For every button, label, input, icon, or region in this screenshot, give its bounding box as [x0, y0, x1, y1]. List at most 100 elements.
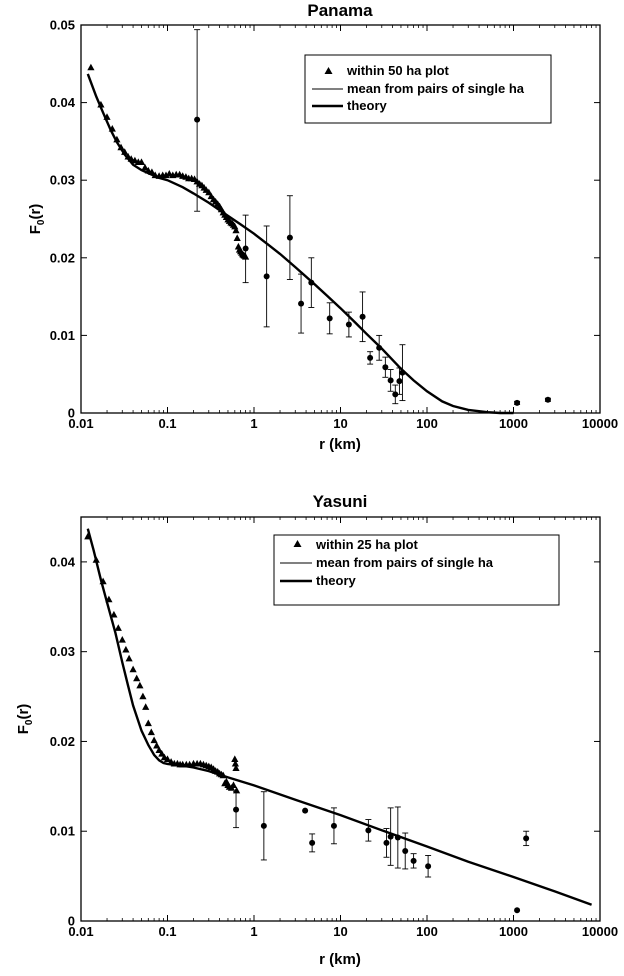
- yasuni-x-tick-label: 1000: [499, 924, 528, 939]
- panama-within-plot-point: [108, 125, 116, 132]
- panama-pairs-mean-point: [298, 300, 305, 307]
- panama-y-tick-label: 0.05: [50, 18, 75, 33]
- yasuni-within-plot-point: [144, 719, 152, 727]
- yasuni-within-plot-point: [114, 624, 122, 631]
- yasuni-legend-within: within 25 ha plot: [315, 537, 419, 552]
- yasuni-y-tick-label: 0.03: [50, 644, 75, 659]
- yasuni-marks: [84, 528, 593, 914]
- yasuni-legend-box: [273, 534, 560, 606]
- panama-pairs-mean-point: [387, 377, 394, 384]
- yasuni-x-tick-label: 1: [250, 924, 257, 939]
- yasuni-within-plot-point: [125, 654, 133, 662]
- yasuni-within-plot-point: [155, 746, 163, 753]
- yasuni-y-tick-label: 0.04: [50, 554, 76, 569]
- panama-within-plot-point: [233, 234, 241, 241]
- yasuni-title: Yasuni: [313, 492, 368, 511]
- panama-legend-box: [304, 54, 552, 124]
- yasuni-within-plot-point: [232, 764, 240, 771]
- panama-pairs-mean-point: [376, 344, 383, 351]
- panama-legend-theory: theory: [347, 98, 388, 113]
- panama-legend-triangle-marker: [324, 67, 333, 74]
- panama-y-tick-label: 0.02: [50, 250, 75, 265]
- yasuni-within-plot-point: [105, 595, 113, 603]
- yasuni-legend-triangle-marker: [293, 540, 302, 547]
- panama-legend-pairs: mean from pairs of single ha: [347, 81, 525, 96]
- yasuni-pairs-mean-point: [523, 835, 530, 842]
- panama-legend: within 50 ha plot mean from pairs of sin…: [304, 54, 552, 124]
- panama-pairs-mean-point: [514, 399, 521, 406]
- panama-y-tick-label: 0.01: [50, 328, 75, 343]
- panama-within-plot-point: [103, 113, 111, 120]
- yasuni-x-tick-label: 10000: [582, 924, 618, 939]
- yasuni-pairs-mean-point: [387, 833, 394, 840]
- panama-ticks: 0.01 0.1 1 10 100 1000 1000000.010.020.030.040…: [50, 18, 618, 432]
- yasuni-within-plot-point: [99, 577, 107, 585]
- yasuni-within-plot-point: [231, 759, 239, 767]
- panama-pairs-mean-point: [242, 245, 249, 252]
- yasuni-x-axis-label: r (km): [319, 951, 361, 968]
- panama-pairs-mean-point: [286, 234, 293, 241]
- panama-x-tick-label: 100: [416, 416, 438, 431]
- yasuni-y-axis-label: F0(r): [15, 704, 35, 735]
- yasuni-within-plot-point: [158, 750, 166, 757]
- panama-x-tick-label: 0.1: [158, 416, 176, 431]
- yasuni-chart: Yasuni 0.01 0.1 1 10 100 1000 1000000.010.020.…: [15, 492, 618, 968]
- yasuni-within-plot-point: [139, 692, 147, 700]
- panama-y-tick-label: 0.03: [50, 173, 75, 188]
- yasuni-within-plot-point: [84, 532, 92, 540]
- yasuni-pairs-mean-point: [309, 839, 316, 846]
- panama-within-plot-point: [205, 188, 213, 196]
- panama-within-plot-point: [141, 163, 149, 171]
- panama-x-tick-label: 0.01: [68, 416, 93, 431]
- panama-pairs-mean-point: [359, 313, 366, 320]
- panama-pairs-mean-point: [396, 378, 403, 385]
- panama-title: Panama: [307, 1, 373, 20]
- panama-within-plot-point: [117, 143, 125, 151]
- panama-x-axis-label: r (km): [319, 436, 361, 453]
- yasuni-within-plot-point: [142, 703, 150, 710]
- panama-theory-line: [86, 73, 514, 415]
- yasuni-within-plot-point: [147, 728, 155, 736]
- panama-within-plot-point: [148, 168, 156, 175]
- panama-marks: [86, 29, 551, 415]
- yasuni-y-tick-label: 0: [68, 914, 75, 929]
- yasuni-x-tick-label: 10: [333, 924, 347, 939]
- panama-y-tick-label: 0: [68, 406, 75, 421]
- yasuni-pairs-mean-point: [402, 847, 409, 854]
- yasuni-pairs-mean-point: [233, 806, 240, 813]
- yasuni-within-plot-point: [153, 741, 161, 749]
- panama-x-tick-label: 10: [333, 416, 347, 431]
- panama-within-plot-point: [232, 226, 240, 234]
- panama-x-tick-label: 1000: [499, 416, 528, 431]
- panama-pairs-mean-point: [367, 354, 374, 361]
- panama-pairs-mean-point: [392, 391, 399, 398]
- yasuni-within-plot-point: [122, 645, 130, 653]
- yasuni-legend: within 25 ha plot mean from pairs of sin…: [273, 534, 560, 606]
- yasuni-pairs-mean-point: [514, 907, 521, 914]
- yasuni-x-tick-label: 0.01: [68, 924, 93, 939]
- yasuni-within-plot-point: [133, 674, 141, 682]
- yasuni-within-plot-point: [92, 556, 100, 563]
- panama-pairs-mean-point: [263, 273, 270, 280]
- panama-pairs-mean-point: [399, 369, 406, 376]
- yasuni-within-plot-point: [163, 755, 172, 762]
- yasuni-within-plot-point: [129, 665, 137, 673]
- yasuni-within-plot-point: [110, 610, 118, 618]
- panama-within-plot-point: [121, 148, 129, 155]
- panama-within-plot-point: [127, 155, 135, 162]
- yasuni-y-tick-label: 0.01: [50, 824, 75, 839]
- panama-y-axis-label: F0(r): [27, 204, 47, 235]
- panama-within-plot-point: [113, 135, 121, 143]
- panama-y-tick-label: 0.04: [50, 95, 76, 110]
- panama-x-tick-label: 1: [250, 416, 257, 431]
- yasuni-pairs-mean-point: [260, 822, 267, 829]
- panama-pairs-mean-point: [326, 315, 333, 322]
- yasuni-within-plot-point: [118, 636, 126, 643]
- panama-x-tick-label: 10000: [582, 416, 618, 431]
- yasuni-within-plot-point: [229, 781, 238, 788]
- yasuni-within-plot-point: [136, 681, 144, 689]
- panama-pairs-mean-point: [345, 321, 352, 328]
- panama-within-plot-point: [97, 100, 105, 108]
- panama-pairs-mean-point: [382, 364, 389, 371]
